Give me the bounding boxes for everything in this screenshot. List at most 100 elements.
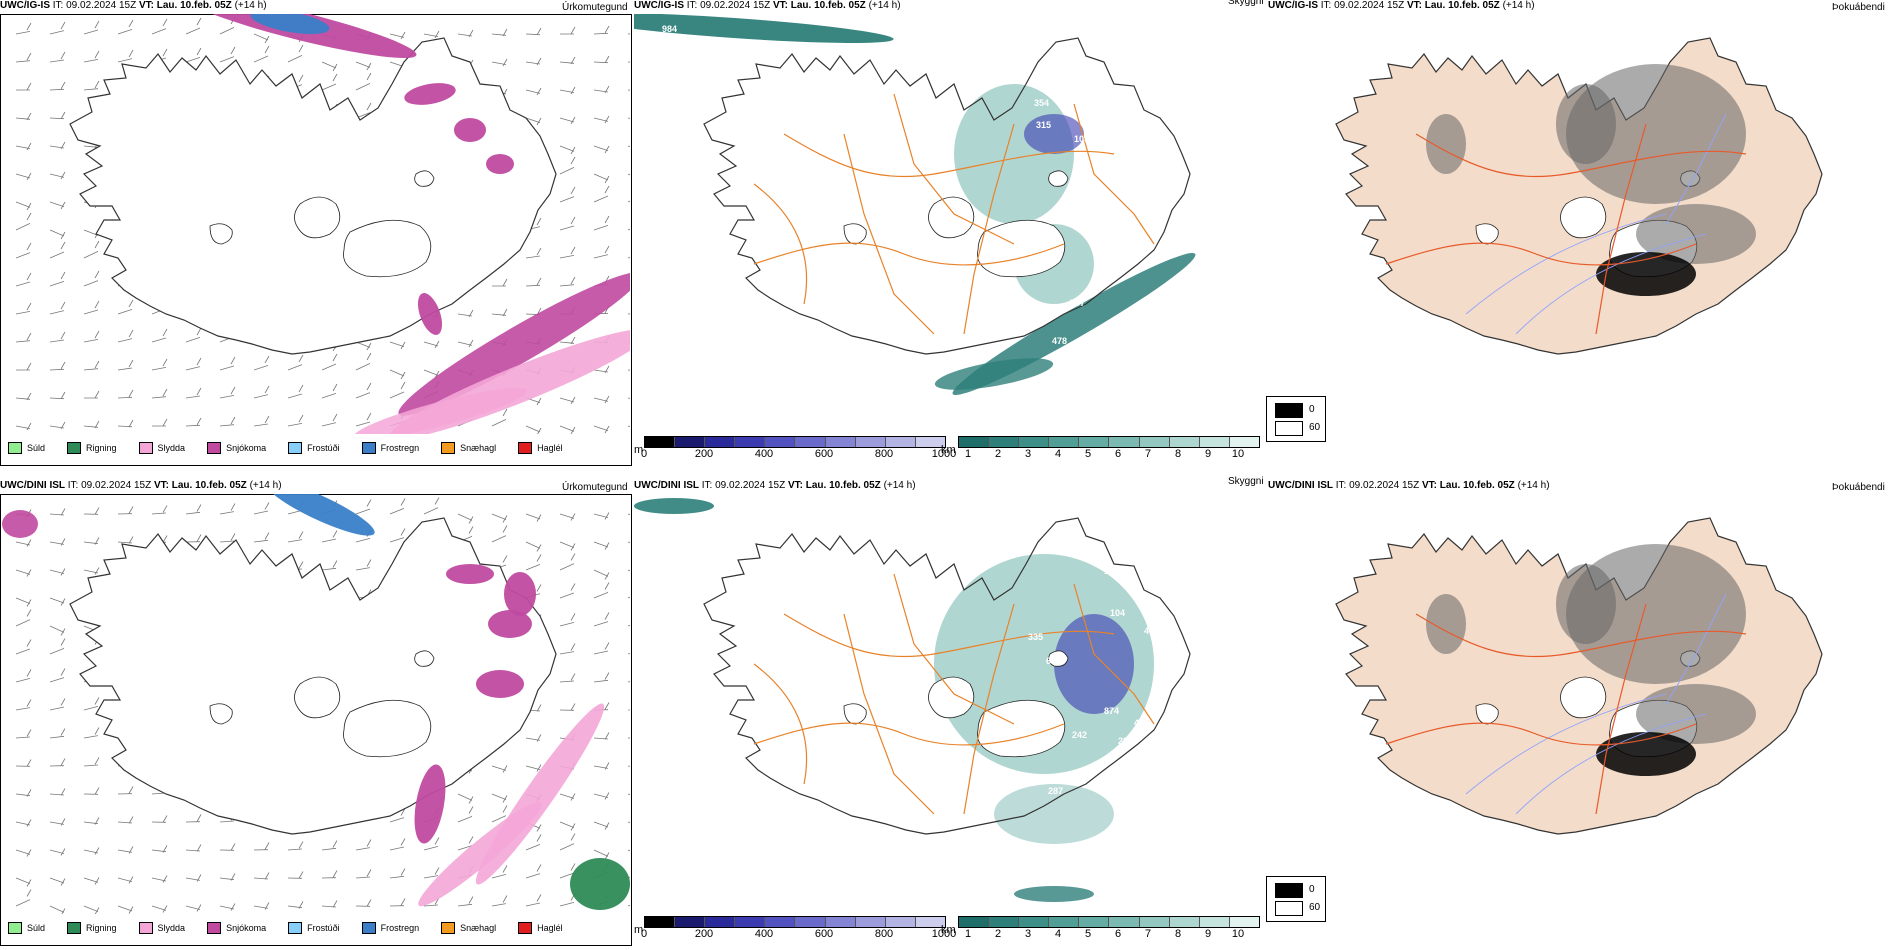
legend-swatch [518,442,533,454]
precip-map [15,14,630,434]
colorbar-tick-m: 800 [874,448,894,460]
legend-swatch [441,442,456,454]
vis-type-label: Skyggni [1228,0,1264,7]
legend-item: Snæhagl [441,922,496,934]
legend-item: Haglél [518,922,563,934]
fog-type-label: Þokuábendi [1832,482,1885,493]
colorbar-segment-m [705,437,736,447]
visibility-value-label: 325 [1150,566,1165,576]
snow-area [488,610,532,638]
model-name: UWC/DINI ISL [0,480,65,491]
colorbar-tick-km: 10 [1231,928,1245,940]
fog-legend-label-high: 0 [1309,884,1315,895]
vt-label: VT: [787,480,803,491]
precip-type-panel: Súld Rigning Slydda Snjókoma Frostúði Frostre… [0,494,632,946]
low-visibility-area [634,14,894,43]
legend-item: Frostúði [288,442,340,454]
lead-time: (+14 h) [234,0,267,11]
colorbar-segment-km [1169,437,1200,447]
colorbar-segment-km [1049,437,1080,447]
glacier-outline [414,170,435,187]
legend-item: Súld [8,922,45,934]
colorbar-segment-m [855,437,886,447]
colorbar-segment-km [1199,917,1230,927]
colorbar-tick-km: 5 [1084,448,1092,460]
legend-swatch [67,442,82,454]
fog-legend-swatch-high [1275,883,1303,898]
legend-swatch [67,922,82,934]
legend-item: Slydda [138,922,185,934]
visibility-colorbar-km [958,436,1260,448]
legend-swatch [441,922,456,934]
road-network [1385,123,1747,335]
colorbar-tick-km: 4 [1054,448,1062,460]
visibility-value-label: 439 [1160,616,1175,626]
legend-swatch [138,442,153,454]
colorbar-segment-m [705,917,736,927]
visibility-value-label: 984 [662,24,677,34]
colorbar-tick-m: 1000 [931,928,957,940]
colorbar-tick-km: 2 [994,448,1002,460]
it-value: 09.02.2024 15Z [81,480,152,491]
colorbar-segment-km [1079,437,1110,447]
vt-label: VT: [1421,480,1437,491]
glacier-outline [343,699,432,758]
rivers [1465,593,1727,815]
glacier-outline [928,676,975,719]
rain-area [570,858,630,910]
fog-panel [1266,14,1900,466]
colorbar-tick-km: 3 [1024,448,1032,460]
fog-map [1335,517,1823,835]
it-value: 09.02.2024 15Z [700,0,771,11]
dense-fog-area [1596,732,1696,776]
visibility-value-label: 377 [1116,126,1131,136]
road-network [753,573,1155,815]
fog-type-label: Þokuábendi [1832,2,1885,13]
legend-label: Slydda [157,443,186,453]
fog-legend-label-high: 0 [1309,404,1315,415]
snow-area [414,764,446,844]
legend-label: Súld [27,923,46,933]
vt-label: VT: [138,0,154,11]
colorbar-segment-m [915,917,945,927]
colorbar-segment-m [855,917,886,927]
snow-area [476,670,524,698]
glacier-outline [1560,676,1607,719]
legend-swatch [361,442,376,454]
legend-swatch [288,442,303,454]
precip-type-panel: Súld Rigning Slydda Snjókoma Frostúði Frostre… [0,14,632,466]
colorbar-tick-m: 800 [874,928,894,940]
very-low-visibility-area [1054,614,1134,714]
legend-swatch [207,442,222,454]
road-network [753,93,1155,335]
colorbar-segment-m [825,917,856,927]
colorbar-segment-km [1109,437,1140,447]
colorbar-segment-km [959,917,990,927]
legend-label: Súld [27,443,46,453]
low-visibility-area [994,784,1114,844]
legend-item: Snjókoma [207,442,266,454]
glacier-outline [1475,703,1499,725]
colorbar-km-unit: km [941,444,956,456]
legend-swatch [207,922,222,934]
rivers [1465,113,1727,335]
colorbar-segment-m [825,437,856,447]
colorbar-segment-m [735,917,766,927]
colorbar-segment-m [765,437,796,447]
it-value: 09.02.2024 15Z [66,0,137,11]
colorbar-segment-km [959,437,990,447]
colorbar-tick-km: 8 [1174,928,1182,940]
colorbar-segment-km [1109,917,1140,927]
legend-label: Snjókoma [226,923,267,933]
legend-item: Snæhagl [441,442,496,454]
very-low-visibility-area [1024,114,1084,154]
visibility-value-label: 104 [1110,608,1125,618]
glacier-outline [1475,223,1499,245]
visibility-value-label: 414 [1134,718,1149,728]
legend-label: Frostúði [307,923,340,933]
colorbar-tick-km: 6 [1114,448,1122,460]
legend-swatch [138,922,153,934]
colorbar-tick-m: 1000 [931,448,957,460]
snow-area [504,572,536,616]
colorbar-segment-km [1139,917,1170,927]
